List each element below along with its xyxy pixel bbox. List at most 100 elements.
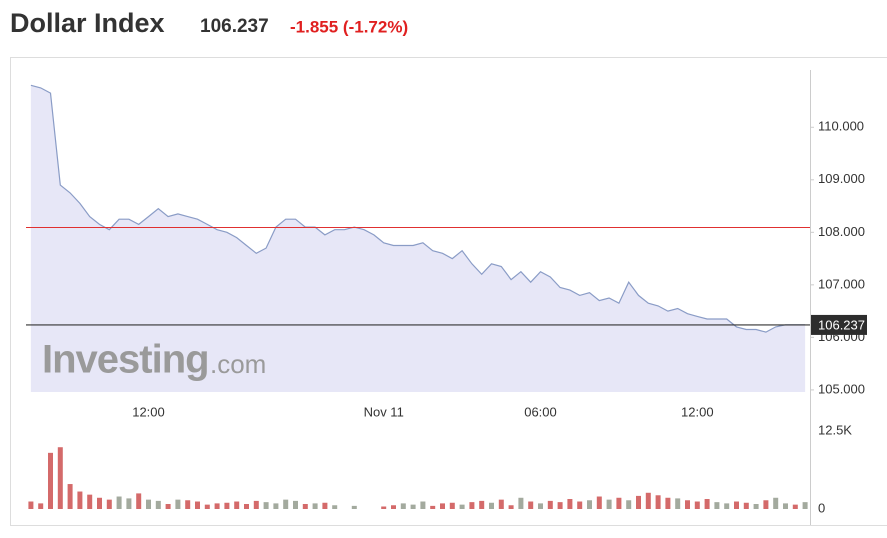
volume-bar — [283, 499, 289, 509]
volume-bar — [224, 502, 230, 509]
volume-bar — [381, 506, 387, 509]
volume-bar — [204, 504, 210, 509]
volume-bar — [665, 497, 671, 509]
volume-bar — [234, 501, 240, 509]
volume-bar — [773, 497, 779, 509]
y-tick-label: 110.000 — [818, 119, 864, 134]
volume-bar — [420, 501, 426, 509]
volume-bar — [185, 500, 191, 509]
volume-bar — [400, 503, 406, 509]
x-tick-label: 06:00 — [524, 404, 557, 419]
volume-bar — [616, 497, 622, 509]
volume-bar — [469, 502, 475, 509]
volume-bar — [48, 452, 53, 509]
volume-bar — [626, 500, 632, 509]
volume-bar — [391, 505, 396, 509]
volume-bar — [587, 500, 592, 509]
volume-bar — [792, 504, 798, 509]
volume-bar — [77, 491, 83, 509]
volume-bar — [430, 505, 436, 509]
volume-bar — [302, 504, 308, 509]
volume-bar — [498, 499, 504, 509]
volume-bar — [547, 500, 553, 509]
volume-bar — [518, 497, 524, 509]
volume-bar — [244, 504, 249, 509]
x-tick-label: 12:00 — [681, 404, 714, 419]
volume-bar — [645, 492, 651, 509]
y-tick-label: 105.000 — [818, 381, 865, 396]
volume-bar — [753, 504, 759, 509]
volume-bar — [763, 500, 769, 509]
volume-bar — [459, 504, 465, 509]
volume-bar — [528, 501, 534, 509]
volume-bar — [489, 502, 494, 509]
volume-bar — [636, 495, 641, 509]
volume-bar — [28, 501, 34, 509]
volume-bar — [449, 502, 455, 509]
volume-bar — [155, 500, 161, 509]
volume-bar — [714, 502, 720, 509]
volume-bar — [783, 503, 788, 509]
volume-tick-label: 12.5K — [818, 422, 852, 437]
volume-bar — [97, 497, 102, 509]
volume-bar — [685, 500, 690, 509]
volume-bar — [165, 504, 171, 509]
volume-bar — [322, 502, 328, 509]
volume-bar — [734, 501, 739, 509]
y-tick-label: 108.000 — [818, 224, 865, 239]
watermark: Investing .com — [42, 338, 266, 382]
volume-bar — [440, 503, 445, 509]
volume-bar — [273, 503, 279, 509]
volume-tick-label: 0 — [818, 500, 825, 515]
volume-bar — [802, 502, 808, 509]
volume-bar — [87, 494, 93, 509]
title: Dollar Index — [10, 8, 165, 38]
volume-bar — [606, 499, 612, 509]
volume-bar — [655, 495, 661, 509]
volume-bar — [351, 505, 357, 509]
volume-bar — [479, 500, 485, 509]
volume-bar — [332, 505, 338, 509]
volume-bar — [38, 503, 44, 509]
price: 106.237 — [200, 16, 269, 37]
volume-bar — [538, 503, 543, 509]
volume-bar — [724, 503, 730, 509]
volume-bar — [67, 484, 73, 509]
volume-bar — [410, 504, 416, 509]
volume-bar — [106, 499, 112, 509]
watermark-suffix: .com — [210, 349, 266, 379]
volume-bar — [293, 500, 298, 509]
y-tick-label: 107.000 — [818, 276, 865, 291]
volume-bar — [675, 498, 681, 509]
volume-bar — [557, 502, 563, 509]
volume-bar — [743, 502, 749, 509]
x-tick-label: Nov 11 — [364, 404, 404, 419]
y-tick-label: 109.000 — [818, 171, 865, 186]
last-price-box — [811, 314, 867, 335]
volume-bar — [214, 503, 220, 509]
volume-bar — [195, 501, 200, 509]
volume-bar — [126, 498, 132, 509]
volume-bar — [136, 493, 142, 509]
volume-bar — [263, 502, 269, 509]
price-area — [30, 85, 806, 393]
watermark-text: Investing — [42, 338, 209, 382]
price-line — [30, 84, 806, 333]
volume-bar — [596, 496, 602, 509]
volume-bar — [508, 505, 514, 509]
volume-bar — [567, 499, 573, 509]
volume-bar — [175, 499, 181, 509]
volume-bar — [704, 499, 710, 509]
volume-bar — [57, 447, 63, 509]
x-tick-label: 12:00 — [132, 404, 165, 419]
volume-bar — [116, 496, 122, 509]
volume-bar — [694, 501, 700, 509]
change: -1.855 (-1.72%) — [290, 17, 408, 36]
volume-bar — [312, 503, 318, 509]
volume-bar — [146, 499, 151, 509]
volume-bar — [577, 501, 583, 509]
volume-bar — [253, 500, 259, 509]
last-price-label: 106.237 — [818, 317, 865, 332]
